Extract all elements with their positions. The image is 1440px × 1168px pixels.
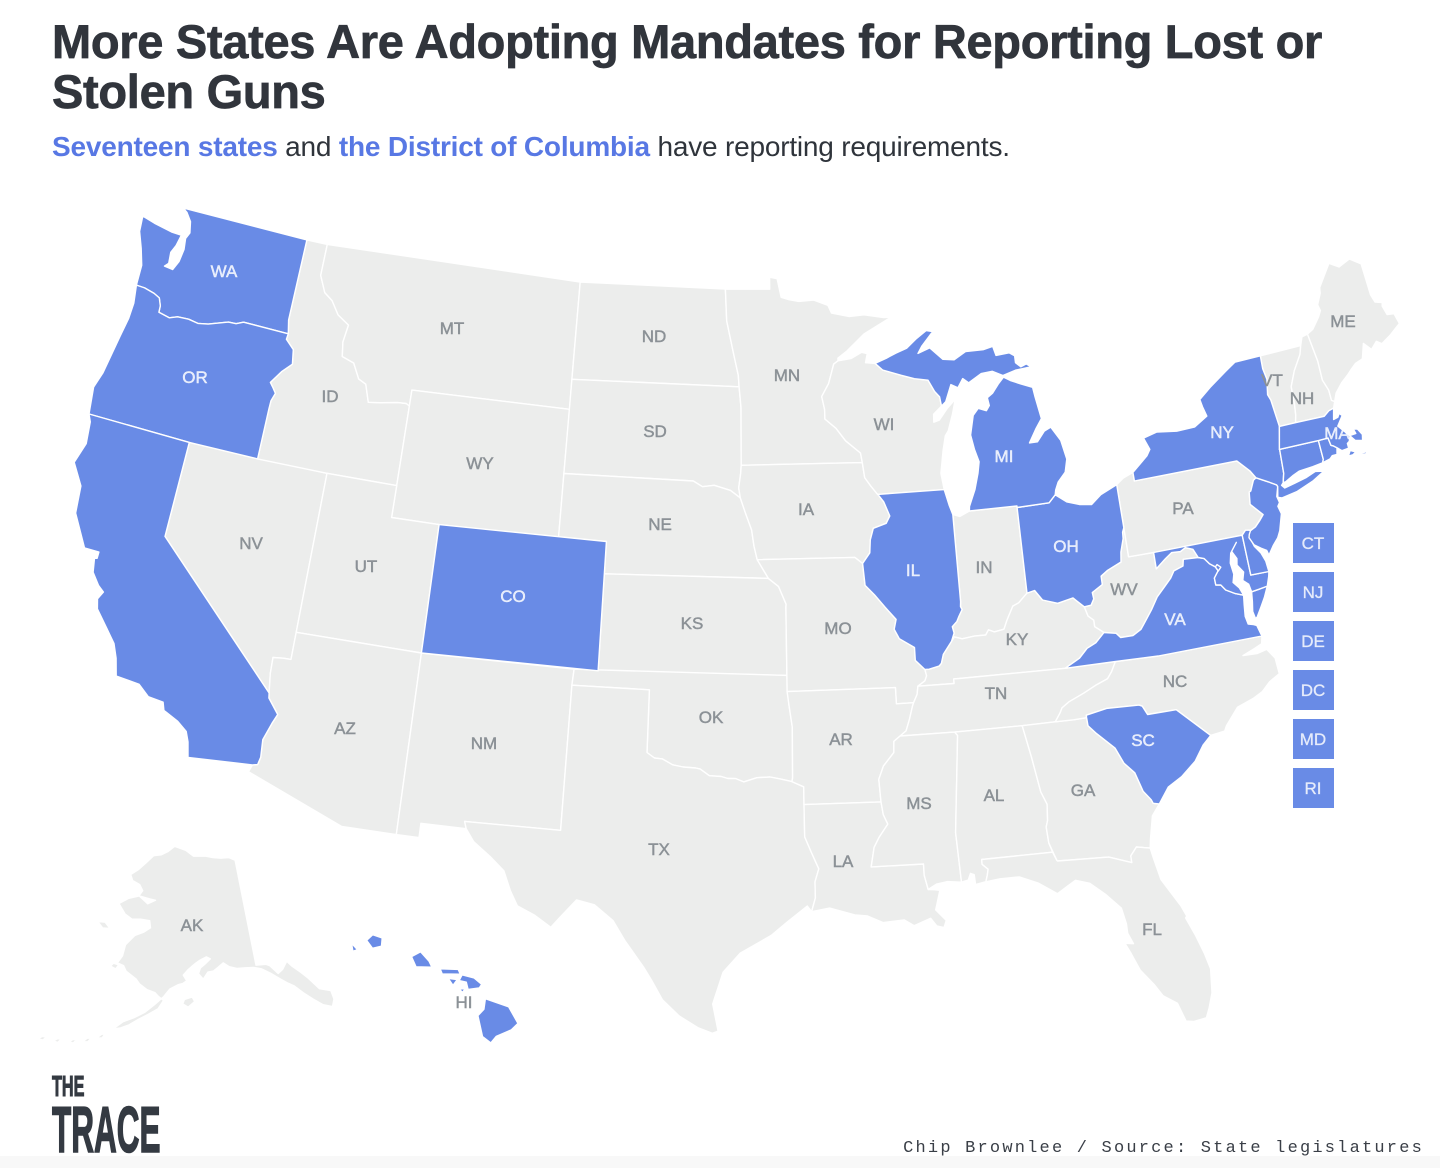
svg-text:TX: TX [648,840,670,859]
svg-text:NE: NE [648,515,672,534]
svg-text:TN: TN [985,684,1008,703]
svg-text:LA: LA [833,852,854,871]
svg-text:SD: SD [643,422,667,441]
svg-text:NH: NH [1290,389,1315,408]
svg-text:ME: ME [1330,312,1356,331]
svg-text:VT: VT [1261,371,1283,390]
svg-text:MD: MD [1300,730,1326,749]
svg-text:AK: AK [181,916,204,935]
svg-text:IA: IA [798,500,815,519]
svg-text:DC: DC [1301,681,1326,700]
svg-text:MS: MS [906,794,932,813]
svg-text:MN: MN [774,366,800,385]
svg-text:ID: ID [322,387,339,406]
svg-text:OK: OK [699,708,724,727]
svg-text:WY: WY [466,454,493,473]
svg-text:MI: MI [995,447,1014,466]
svg-text:OR: OR [182,368,208,387]
svg-text:AZ: AZ [334,719,356,738]
svg-text:PA: PA [1172,499,1194,518]
svg-text:CT: CT [1302,534,1325,553]
svg-text:WA: WA [211,262,238,281]
svg-text:AL: AL [984,786,1005,805]
svg-text:AR: AR [829,730,853,749]
svg-text:KS: KS [681,614,704,633]
svg-text:KY: KY [1006,630,1029,649]
svg-text:DE: DE [1301,632,1325,651]
svg-text:NV: NV [239,534,263,553]
svg-text:RI: RI [1305,779,1322,798]
svg-text:CO: CO [500,587,526,606]
svg-text:HI: HI [456,993,473,1012]
svg-text:WI: WI [874,415,895,434]
svg-text:NC: NC [1163,672,1188,691]
svg-text:ND: ND [642,327,667,346]
svg-text:VA: VA [1164,610,1186,629]
svg-text:FL: FL [1142,920,1162,939]
svg-text:MT: MT [440,319,465,338]
svg-text:MO: MO [824,619,851,638]
svg-text:UT: UT [355,557,378,576]
svg-text:IN: IN [976,558,993,577]
svg-text:NY: NY [1210,423,1234,442]
svg-text:NJ: NJ [1303,583,1324,602]
svg-text:IL: IL [906,561,920,580]
svg-text:MA: MA [1324,424,1350,443]
svg-text:GA: GA [1071,781,1096,800]
svg-text:NM: NM [471,734,497,753]
svg-text:WV: WV [1110,580,1138,599]
svg-text:OH: OH [1053,537,1079,556]
svg-text:SC: SC [1131,731,1155,750]
